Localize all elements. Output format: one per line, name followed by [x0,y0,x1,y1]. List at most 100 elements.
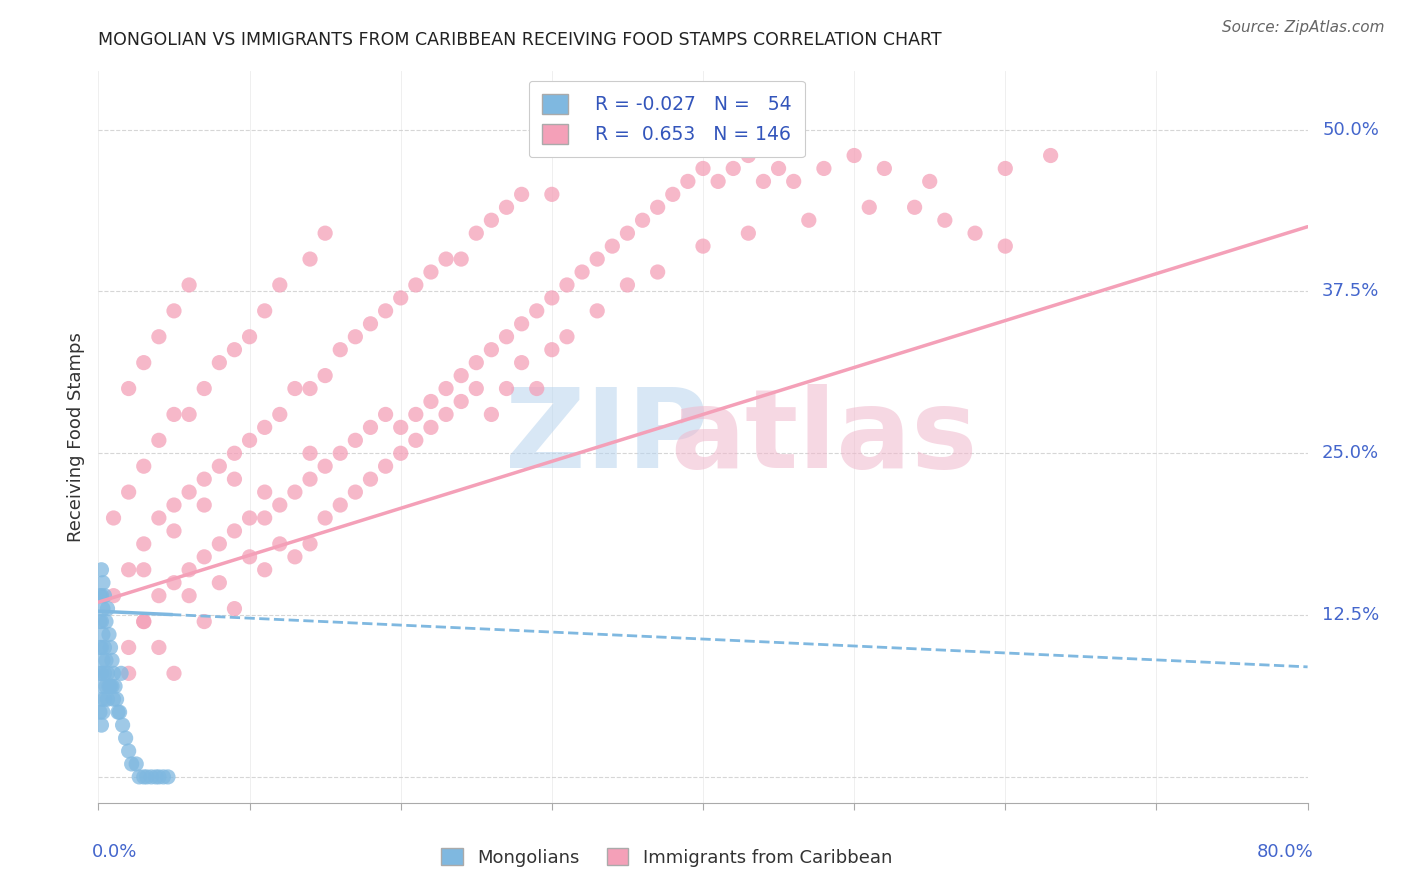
Point [631,213,654,227]
Point [91,575,114,590]
Point [193,498,215,512]
Point [858,200,880,214]
Point [284,549,307,564]
Point [177,485,201,500]
Point [360,317,382,331]
Point [156,770,179,784]
Point [132,356,155,370]
Point [360,420,382,434]
Point [132,615,155,629]
Point [98,627,121,641]
Point [90,666,112,681]
Point [145,770,167,784]
Point [90,718,112,732]
Point [510,317,533,331]
Point [721,161,744,176]
Point [299,446,322,460]
Point [98,679,121,693]
Point [284,485,307,500]
Point [118,485,141,500]
Point [586,303,609,318]
Point [193,472,215,486]
Point [100,679,122,693]
Text: 37.5%: 37.5% [1322,283,1379,301]
Point [434,252,457,266]
Point [737,148,759,162]
Text: 25.0%: 25.0% [1322,444,1379,462]
Point [344,434,367,448]
Point [253,563,276,577]
Point [434,408,457,422]
Point [239,434,262,448]
Point [100,640,122,655]
Point [96,692,118,706]
Point [110,666,132,681]
Point [934,213,956,227]
Point [360,472,382,486]
Point [118,382,141,396]
Point [269,498,291,512]
Point [89,589,111,603]
Text: 50.0%: 50.0% [1322,120,1379,138]
Point [103,589,125,603]
Point [329,343,352,357]
Point [540,187,562,202]
Point [177,277,201,292]
Text: 12.5%: 12.5% [1322,606,1379,624]
Point [118,666,141,681]
Point [118,563,141,577]
Point [616,226,638,240]
Point [253,511,276,525]
Point [107,705,129,719]
Point [450,252,472,266]
Point [121,756,143,771]
Point [103,666,125,681]
Point [813,161,835,176]
Point [91,679,114,693]
Point [434,382,457,396]
Point [132,537,155,551]
Point [118,744,141,758]
Point [510,187,533,202]
Point [965,226,987,240]
Point [148,434,170,448]
Point [89,705,111,719]
Point [91,705,114,719]
Point [782,174,804,188]
Point [128,770,150,784]
Point [661,187,683,202]
Point [224,343,246,357]
Point [96,601,118,615]
Point [132,615,155,629]
Point [177,563,201,577]
Point [481,213,503,227]
Point [148,640,170,655]
Point [419,265,441,279]
Point [602,239,624,253]
Point [344,330,367,344]
Point [132,563,155,577]
Text: 80.0%: 80.0% [1257,843,1313,861]
Point [94,679,117,693]
Point [224,446,246,460]
Point [253,303,276,318]
Point [768,161,790,176]
Point [465,382,488,396]
Legend: Mongolians, Immigrants from Caribbean: Mongolians, Immigrants from Caribbean [441,848,893,867]
Point [111,718,134,732]
Point [105,692,128,706]
Point [344,485,367,500]
Point [103,692,125,706]
Text: atlas: atlas [671,384,977,491]
Point [125,756,148,771]
Point [405,434,427,448]
Point [844,148,866,162]
Point [148,589,170,603]
Point [148,511,170,525]
Point [89,615,111,629]
Point [555,277,578,292]
Point [91,627,114,641]
Point [193,615,215,629]
Point [555,330,578,344]
Point [1039,148,1062,162]
